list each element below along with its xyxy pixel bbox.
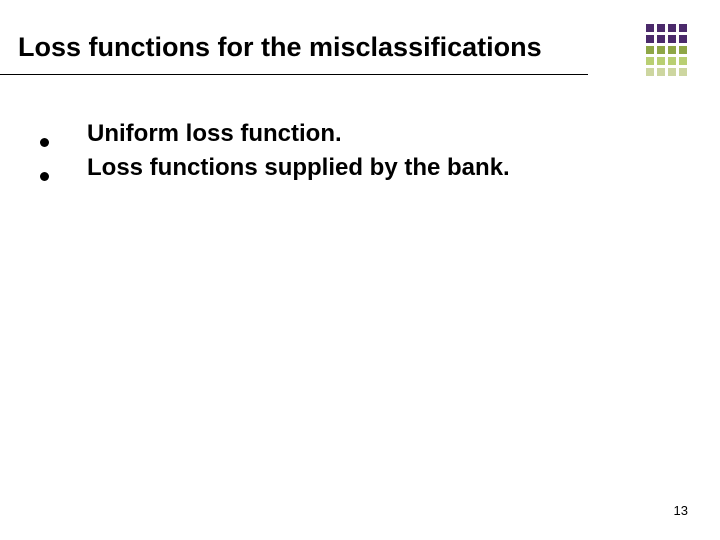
page-number: 13	[674, 503, 688, 518]
slide-title: Loss functions for the misclassification…	[18, 32, 542, 63]
deco-square	[668, 57, 676, 65]
slide: Loss functions for the misclassification…	[0, 0, 720, 540]
bullet-icon	[40, 172, 49, 181]
deco-square	[657, 57, 665, 65]
deco-square	[646, 57, 654, 65]
deco-square	[646, 46, 654, 54]
bullet-text: Loss functions supplied by the bank.	[87, 154, 510, 182]
deco-square	[668, 68, 676, 76]
corner-decoration	[644, 22, 688, 77]
title-underline	[0, 74, 588, 75]
deco-square	[679, 57, 687, 65]
bullet-text: Uniform loss function.	[87, 120, 342, 148]
deco-square	[679, 35, 687, 43]
deco-square	[646, 68, 654, 76]
deco-square	[657, 24, 665, 32]
deco-square	[679, 46, 687, 54]
deco-square	[657, 46, 665, 54]
list-item: Uniform loss function.	[40, 120, 660, 148]
list-item: Loss functions supplied by the bank.	[40, 154, 660, 182]
deco-square	[657, 35, 665, 43]
deco-square	[668, 24, 676, 32]
bullet-icon	[40, 138, 49, 147]
deco-square	[646, 24, 654, 32]
deco-square	[679, 68, 687, 76]
deco-square	[668, 46, 676, 54]
deco-square	[679, 24, 687, 32]
bullet-list: Uniform loss function. Loss functions su…	[40, 120, 660, 188]
deco-square	[646, 35, 654, 43]
deco-square	[657, 68, 665, 76]
deco-square	[668, 35, 676, 43]
